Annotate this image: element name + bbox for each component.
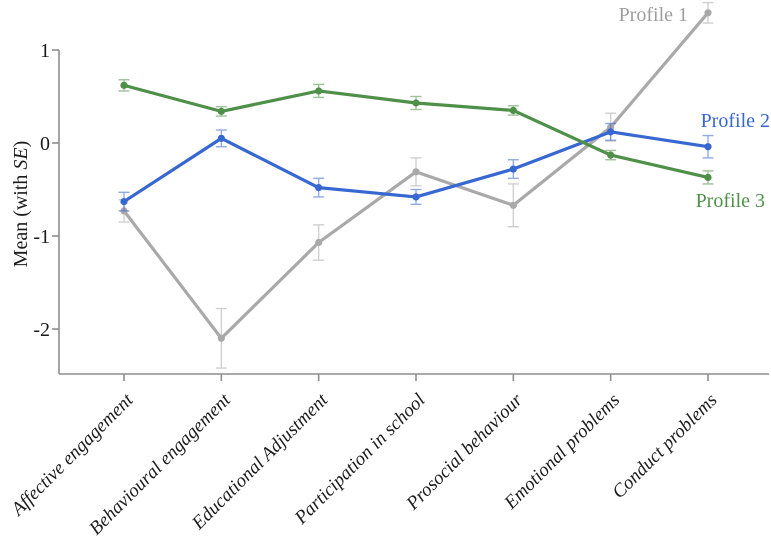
data-point-profile-3 <box>704 173 712 182</box>
series-profile-1: Profile 1 <box>118 1 714 369</box>
data-point-profile-1 <box>412 168 420 176</box>
data-point-profile-3 <box>607 151 615 159</box>
data-point-profile-1 <box>509 201 517 209</box>
data-point-profile-1 <box>217 334 225 342</box>
data-point-profile-2 <box>217 134 225 142</box>
data-point-profile-3 <box>315 87 323 95</box>
series-label-profile-3: Profile 3 <box>696 190 765 212</box>
data-point-profile-3 <box>412 99 420 107</box>
series-profile-3: Profile 3 <box>118 79 765 212</box>
data-point-profile-3 <box>120 81 128 89</box>
data-point-profile-1 <box>315 238 323 247</box>
data-point-profile-2 <box>120 197 128 206</box>
data-point-profile-2 <box>509 165 517 173</box>
x-category-label: Conduct problems <box>608 390 721 503</box>
series-label-profile-2: Profile 2 <box>701 110 770 132</box>
y-tick-label: 1 <box>40 40 50 62</box>
series-label-profile-1: Profile 1 <box>619 4 688 26</box>
data-point-profile-2 <box>412 193 420 201</box>
series-profile-2: Profile 2 <box>118 110 770 212</box>
data-point-profile-2 <box>704 143 712 151</box>
y-tick-label: -1 <box>33 226 50 248</box>
data-point-profile-2 <box>607 128 615 136</box>
data-point-profile-2 <box>315 184 323 192</box>
data-point-profile-1 <box>704 9 712 17</box>
y-axis-title: Mean (with SE) <box>10 141 32 268</box>
data-point-profile-3 <box>509 106 517 115</box>
y-tick-label: -2 <box>33 319 50 341</box>
y-tick-label: 0 <box>40 133 50 155</box>
data-point-profile-3 <box>217 107 225 115</box>
